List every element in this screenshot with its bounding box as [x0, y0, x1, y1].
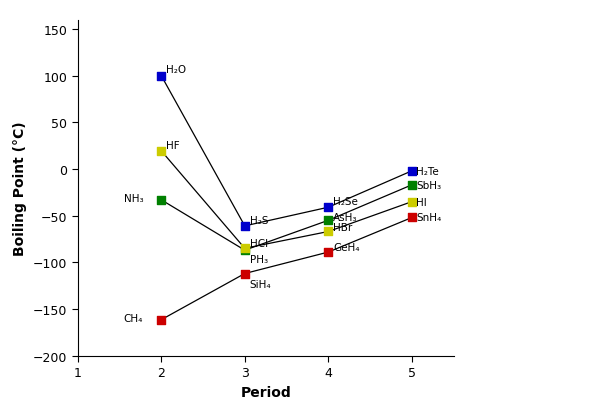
Point [240, 245, 250, 252]
Text: HI: HI [416, 197, 427, 207]
Text: H₂Se: H₂Se [333, 196, 358, 206]
Point [156, 73, 166, 80]
Point [156, 317, 166, 323]
X-axis label: Period: Period [240, 385, 291, 399]
Point [240, 223, 250, 229]
Point [407, 182, 417, 189]
Text: HCl: HCl [250, 238, 268, 248]
Text: SiH₄: SiH₄ [250, 279, 272, 289]
Text: PH₃: PH₃ [250, 254, 268, 264]
Text: HBr: HBr [333, 222, 353, 232]
Point [240, 247, 250, 254]
Text: SbH₃: SbH₃ [416, 180, 441, 190]
Point [240, 271, 250, 277]
Point [156, 148, 166, 155]
Text: GeH₄: GeH₄ [333, 243, 360, 253]
Text: NH₃: NH₃ [124, 193, 143, 203]
Point [407, 199, 417, 205]
Point [407, 168, 417, 175]
Text: H₂S: H₂S [250, 216, 268, 226]
Point [324, 249, 333, 256]
Point [324, 218, 333, 224]
Y-axis label: Boiling Point (°C): Boiling Point (°C) [13, 121, 27, 255]
Point [324, 229, 333, 235]
Text: AsH₃: AsH₃ [333, 212, 358, 222]
Text: HF: HF [166, 141, 180, 151]
Text: H₂O: H₂O [166, 65, 186, 75]
Text: CH₄: CH₄ [124, 313, 143, 323]
Text: SnH₄: SnH₄ [416, 213, 441, 223]
Text: H₂Te: H₂Te [416, 166, 439, 176]
Point [407, 215, 417, 221]
Point [156, 197, 166, 204]
Point [324, 204, 333, 211]
